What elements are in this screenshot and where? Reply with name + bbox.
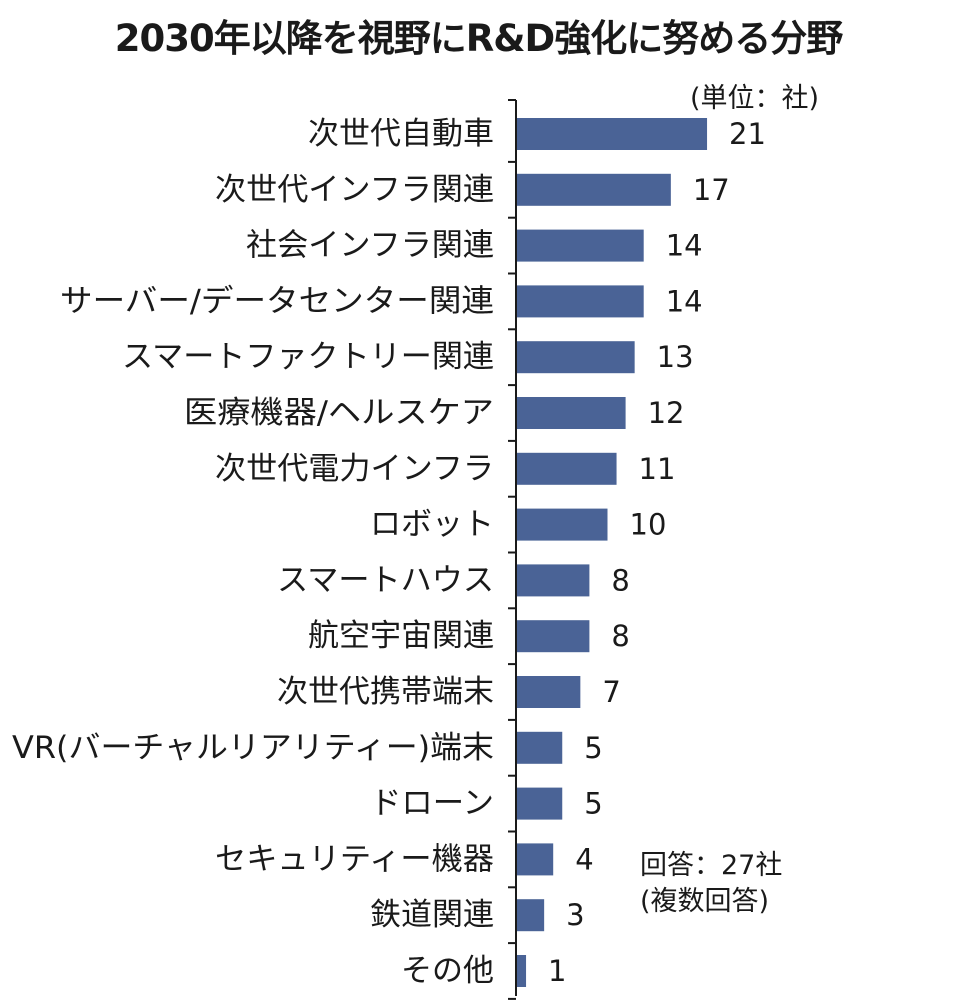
value-label: 14 [666,229,703,263]
value-label: 11 [639,452,676,486]
bar [517,341,635,374]
category-label: 次世代自動車 [308,116,494,152]
category-label: スマートハウス [277,562,494,598]
category-label: 次世代携帯端末 [277,674,494,710]
value-label: 12 [648,396,685,430]
value-label: 4 [575,842,593,876]
category-label: 航空宇宙関連 [308,618,494,654]
bar [517,118,708,150]
bar [517,452,617,485]
bar [517,508,608,541]
value-label: 1 [548,954,566,988]
bar [517,899,545,932]
bar [517,731,563,764]
note-line-multiple: (複数回答) [640,886,770,917]
note-line-respondents: 回答：27社 [640,850,783,881]
category-label: ドローン [370,786,494,822]
unit-label: (単位：社) [690,83,820,114]
bar [517,843,554,876]
value-label: 13 [657,340,694,374]
value-label: 17 [693,173,730,207]
value-label: 8 [611,563,629,597]
category-label: サーバー/データセンター関連 [60,283,494,319]
bar [517,955,527,987]
category-label: スマートファクトリー関連 [122,339,494,375]
category-label: 次世代インフラ関連 [215,172,494,208]
bar [517,397,626,429]
category-label: セキュリティー機器 [215,841,494,877]
category-label: 次世代電力インフラ [215,451,494,487]
bar [517,676,581,708]
category-label: 社会インフラ関連 [246,228,494,264]
value-label: 5 [584,787,602,821]
category-label: ロボット [370,507,494,543]
response-note: 回答：27社 (複数回答) [640,848,782,920]
value-label: 21 [729,117,766,151]
bar [517,285,644,318]
category-label: 医療機器/ヘルスケア [184,395,494,431]
chart-title: 2030年以降を視野にR&D強化に努める分野 [114,17,843,60]
bar [517,787,563,820]
bar [517,173,671,206]
value-label: 14 [666,284,703,318]
bar [517,229,644,262]
value-label: 7 [602,675,620,709]
category-label: 鉄道関連 [370,897,494,933]
category-label: その他 [401,953,494,989]
value-label: 5 [584,731,602,765]
bar [517,564,590,597]
category-label: VR(バーチャルリアリティー)端末 [12,730,494,766]
bar [517,620,590,653]
value-label: 3 [566,898,584,932]
value-label: 8 [611,619,629,653]
value-label: 10 [630,508,667,542]
